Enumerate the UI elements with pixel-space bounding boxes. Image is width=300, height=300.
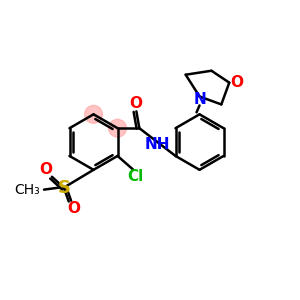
Text: Cl: Cl [127,169,143,184]
Text: CH₃: CH₃ [14,183,40,196]
Text: O: O [231,75,244,90]
Circle shape [85,105,102,123]
Text: N: N [193,92,206,107]
Text: S: S [57,178,70,196]
Text: NH: NH [145,136,170,152]
Text: O: O [40,162,52,177]
Text: O: O [67,201,80,216]
Circle shape [109,119,127,137]
Text: O: O [129,96,142,111]
